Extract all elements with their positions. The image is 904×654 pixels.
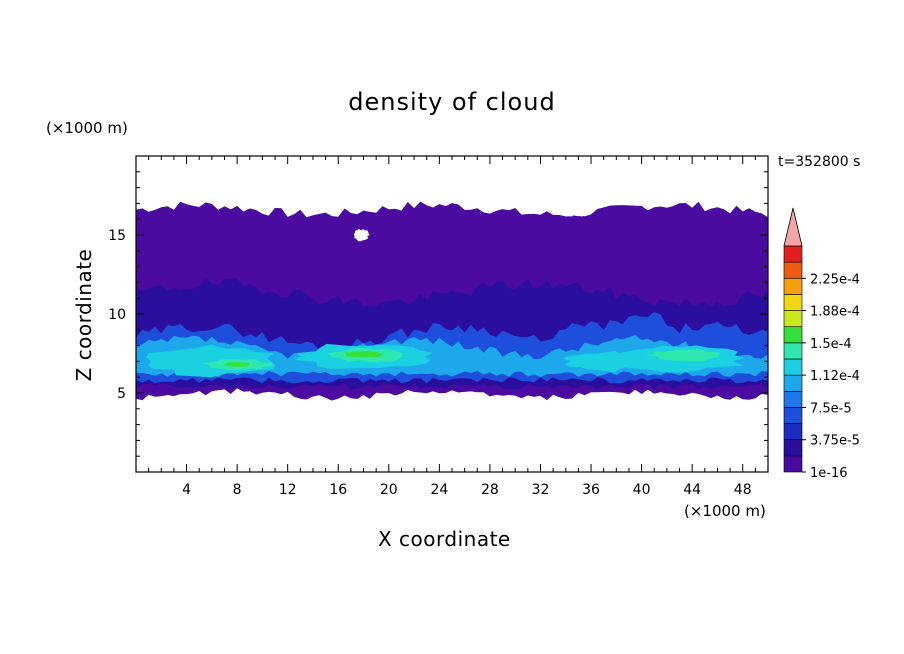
colorbar-label: 1.12e-4 bbox=[810, 369, 860, 384]
cloud-core bbox=[644, 349, 722, 362]
colorbar-segment bbox=[783, 358, 803, 376]
colorbar-label: 1e-16 bbox=[810, 466, 848, 481]
x-tick-label: 24 bbox=[430, 482, 448, 498]
density-field bbox=[136, 200, 768, 401]
cloud-gap bbox=[353, 228, 370, 242]
x-tick-label: 40 bbox=[633, 482, 651, 498]
colorbar-label: 1.88e-4 bbox=[810, 305, 860, 320]
x-tick-label: 32 bbox=[532, 482, 550, 498]
x-tick-label: 12 bbox=[279, 482, 297, 498]
colorbar-segment bbox=[783, 439, 803, 457]
colorbar-segment bbox=[783, 326, 803, 344]
colorbar-label: 2.25e-4 bbox=[810, 272, 860, 287]
cloud-core bbox=[562, 351, 645, 373]
colorbar-extend-arrow bbox=[783, 207, 803, 247]
colorbar-segment bbox=[783, 310, 803, 328]
colorbar-label: 7.5e-5 bbox=[810, 401, 852, 416]
colorbar-segment bbox=[783, 455, 803, 473]
colorbar: 1e-16 3.75e-5 7.5e-5 1.12e-4 1.5e-4 1.88e-4 2.… bbox=[783, 207, 860, 481]
cloud-core bbox=[223, 361, 250, 367]
colorbar-segment bbox=[783, 294, 803, 311]
y-tick-label: 5 bbox=[117, 386, 126, 402]
cloud-gap bbox=[562, 200, 596, 217]
colorbar-segment bbox=[783, 374, 803, 392]
colorbar-segment bbox=[783, 390, 803, 408]
colorbar-segment bbox=[783, 423, 803, 441]
x-tick-label: 28 bbox=[481, 482, 499, 498]
chart-title: density of cloud bbox=[348, 88, 556, 116]
x-tick-label: 48 bbox=[734, 482, 752, 498]
colorbar-label: 3.75e-5 bbox=[810, 434, 860, 449]
y-tick-label: 10 bbox=[108, 307, 126, 323]
x-axis-unit: (×1000 m) bbox=[684, 502, 766, 520]
colorbar-label: 1.5e-4 bbox=[810, 337, 852, 352]
x-tick-label: 8 bbox=[233, 482, 242, 498]
x-axis-label: X coordinate bbox=[378, 527, 511, 551]
colorbar-segment bbox=[783, 245, 803, 263]
y-tick-label: 15 bbox=[108, 228, 126, 244]
y-axis-unit: (×1000 m) bbox=[46, 119, 128, 137]
colorbar-segment bbox=[783, 407, 803, 424]
colorbar-segment bbox=[783, 342, 803, 360]
x-tick-label: 20 bbox=[380, 482, 398, 498]
x-tick-label: 44 bbox=[683, 482, 701, 498]
colorbar-segment bbox=[783, 261, 803, 279]
time-label: t=352800 s bbox=[778, 154, 861, 170]
x-tick-label: 36 bbox=[582, 482, 600, 498]
x-tick-label: 4 bbox=[182, 482, 191, 498]
colorbar-segment bbox=[783, 277, 803, 295]
x-tick-label: 16 bbox=[329, 482, 347, 498]
cloud-core bbox=[343, 350, 385, 358]
